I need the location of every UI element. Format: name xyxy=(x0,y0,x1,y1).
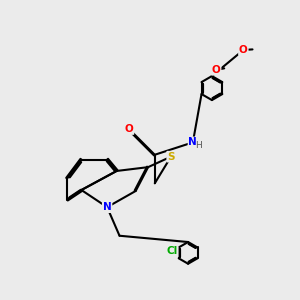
Text: O: O xyxy=(212,65,220,75)
Text: O: O xyxy=(125,124,134,134)
Text: S: S xyxy=(167,152,175,162)
Text: O: O xyxy=(239,45,248,55)
Text: N: N xyxy=(103,202,112,212)
Text: Cl: Cl xyxy=(167,247,178,256)
Text: H: H xyxy=(195,141,201,150)
Text: N: N xyxy=(188,137,197,147)
